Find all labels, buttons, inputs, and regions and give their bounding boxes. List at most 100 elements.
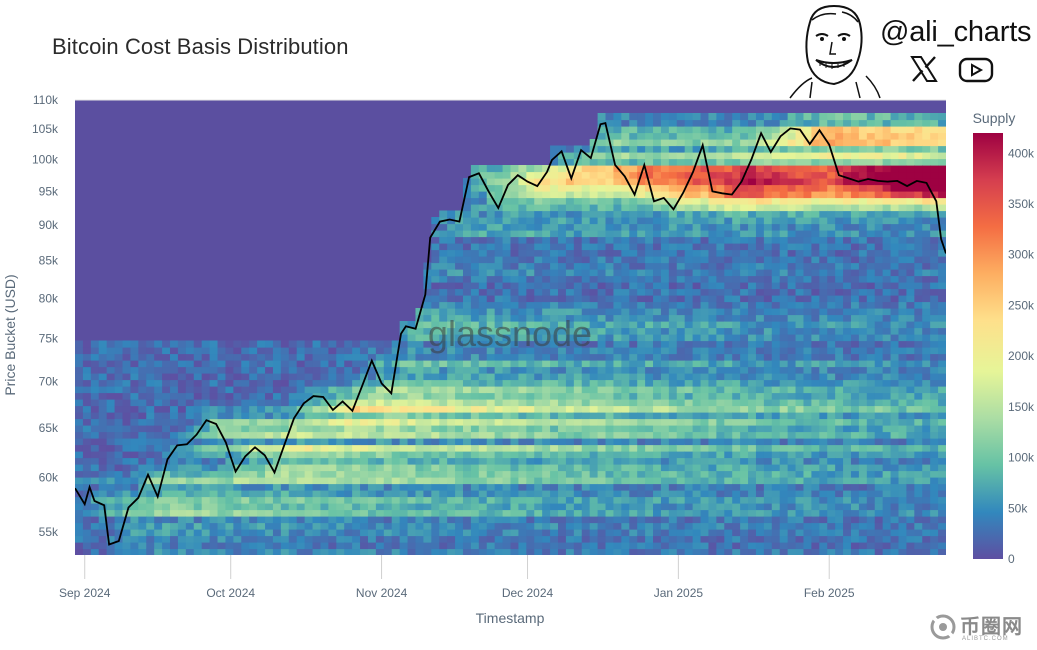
- heatmap-cell: [843, 132, 852, 140]
- heatmap-cell: [162, 529, 171, 537]
- heatmap-cell: [653, 399, 662, 407]
- heatmap-cell: [660, 119, 670, 127]
- heatmap-cell: [193, 496, 203, 504]
- heatmap-cell: [581, 490, 591, 498]
- heatmap-cell: [605, 334, 615, 342]
- heatmap-cell: [755, 425, 765, 433]
- heatmap-cell: [708, 282, 717, 290]
- heatmap-cell: [629, 282, 638, 290]
- heatmap-cell: [518, 392, 527, 400]
- heatmap-cell: [336, 509, 345, 517]
- heatmap-cell: [383, 438, 393, 446]
- heatmap-cell: [265, 347, 274, 355]
- heatmap-cell: [732, 366, 741, 374]
- heatmap-cell: [122, 418, 132, 426]
- heatmap-cell: [779, 197, 789, 205]
- heatmap-cell: [98, 392, 108, 400]
- heatmap-cell: [660, 262, 670, 270]
- heatmap-cell: [668, 360, 678, 368]
- heatmap-cell: [779, 431, 789, 439]
- heatmap-cell: [573, 444, 583, 452]
- heatmap-cell: [415, 418, 424, 426]
- author-handle: @ali_charts: [880, 16, 1032, 48]
- heatmap-cell: [542, 288, 551, 296]
- heatmap-cell: [550, 418, 559, 426]
- heatmap-cell: [486, 457, 496, 465]
- heatmap-cell: [835, 119, 844, 127]
- heatmap-cell: [431, 522, 440, 530]
- heatmap-cell: [740, 288, 749, 296]
- heatmap-cell: [755, 223, 765, 231]
- heatmap-cell: [478, 431, 488, 439]
- heatmap-cell: [391, 522, 401, 530]
- heatmap-cell: [462, 386, 472, 394]
- heatmap-cell: [154, 451, 163, 459]
- heatmap-cell: [312, 412, 322, 420]
- heatmap-cell: [423, 379, 432, 387]
- heatmap-cell: [795, 204, 805, 212]
- heatmap-cell: [787, 145, 797, 153]
- heatmap-cell: [819, 418, 828, 426]
- heatmap-cell: [486, 509, 496, 517]
- heatmap-cell: [850, 308, 860, 316]
- heatmap-cell: [360, 529, 369, 537]
- heatmap-cell: [621, 308, 630, 316]
- heatmap-cell: [265, 477, 274, 485]
- heatmap-cell: [241, 470, 250, 478]
- heatmap-cell: [162, 503, 171, 511]
- heatmap-cell: [233, 490, 242, 498]
- heatmap-cell: [470, 340, 480, 348]
- heatmap-cell: [201, 490, 211, 498]
- heatmap-cell: [431, 373, 440, 381]
- heatmap-cell: [296, 431, 306, 439]
- heatmap-cell: [502, 522, 512, 530]
- heatmap-cell: [605, 438, 615, 446]
- heatmap-cell: [653, 444, 662, 452]
- heatmap-cell: [597, 477, 607, 485]
- heatmap-cell: [462, 451, 472, 459]
- heatmap-cell: [455, 509, 464, 517]
- heatmap-cell: [565, 282, 575, 290]
- heatmap-cell: [304, 366, 314, 374]
- heatmap-cell: [755, 178, 765, 186]
- heatmap-cell: [740, 243, 749, 251]
- heatmap-cell: [447, 314, 456, 322]
- heatmap-cell: [518, 340, 527, 348]
- heatmap-cell: [819, 334, 828, 342]
- heatmap-cell: [660, 496, 670, 504]
- youtube-icon[interactable]: [958, 57, 994, 83]
- heatmap-cell: [550, 249, 559, 257]
- heatmap-cell: [462, 431, 472, 439]
- heatmap-cell: [724, 425, 733, 433]
- heatmap-cell: [724, 126, 733, 134]
- heatmap-cell: [209, 496, 219, 504]
- heatmap-cell: [811, 139, 820, 147]
- heatmap-cell: [684, 126, 694, 134]
- heatmap-cell: [360, 464, 369, 472]
- heatmap-cell: [407, 392, 417, 400]
- heatmap-cell: [835, 178, 844, 186]
- heatmap-cell: [170, 392, 179, 400]
- heatmap-cell: [795, 243, 805, 251]
- x-logo-icon[interactable]: [910, 56, 938, 82]
- heatmap-cell: [843, 457, 852, 465]
- heatmap-cell: [700, 314, 710, 322]
- heatmap-cell: [265, 529, 274, 537]
- heatmap-cell: [763, 243, 773, 251]
- heatmap-cell: [676, 308, 686, 316]
- heatmap-cell: [534, 165, 543, 173]
- heatmap-cell: [423, 392, 432, 400]
- heatmap-cell: [391, 418, 401, 426]
- heatmap-cell: [692, 217, 702, 225]
- heatmap-cell: [740, 145, 749, 153]
- heatmap-cell: [787, 477, 797, 485]
- heatmap-cell: [787, 503, 797, 511]
- heatmap-cell: [621, 236, 630, 244]
- heatmap-cell: [383, 366, 393, 374]
- heatmap-cell: [288, 366, 298, 374]
- heatmap-cell: [740, 119, 749, 127]
- heatmap-cell: [550, 490, 559, 498]
- heatmap-cell: [518, 457, 527, 465]
- heatmap-cell: [296, 347, 306, 355]
- heatmap-cell: [716, 314, 725, 322]
